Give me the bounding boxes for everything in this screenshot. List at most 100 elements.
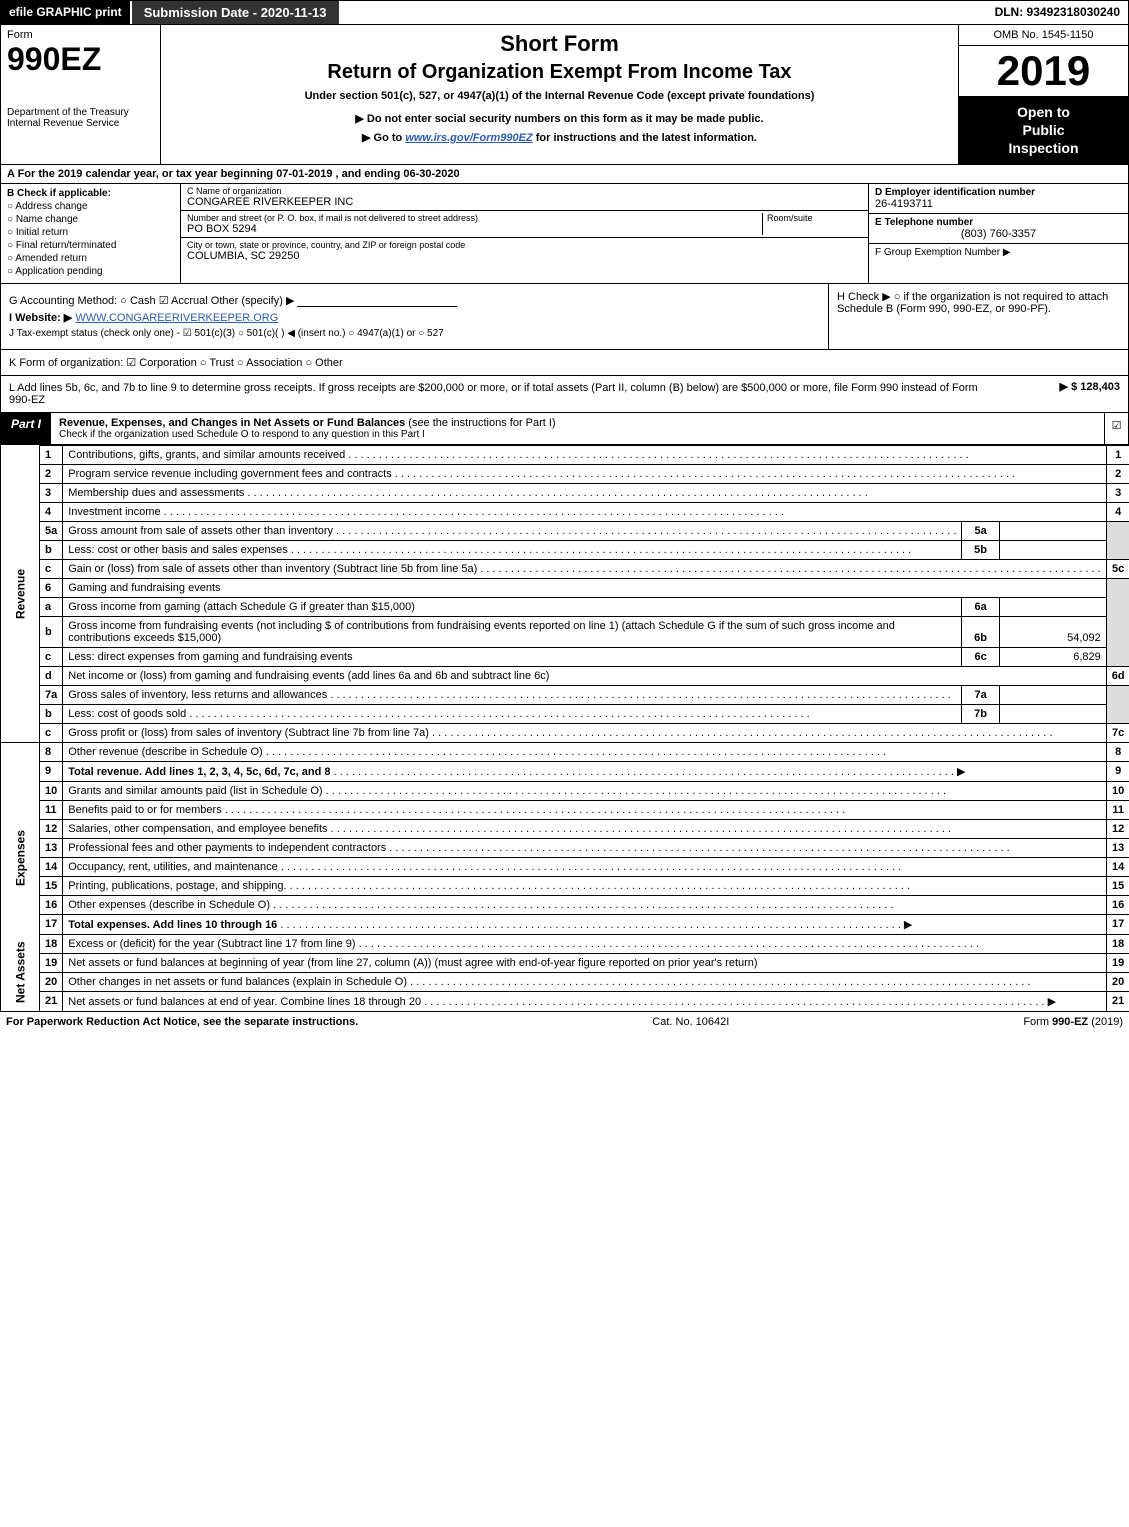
l7c-numcol: 7c [1106,723,1129,742]
l6b-subamt: 54,092 [999,616,1106,647]
l5c-desc: Gain or (loss) from sale of assets other… [68,563,477,575]
l6a-num: a [40,597,63,616]
chk-name-change[interactable]: Name change [7,214,174,225]
row-line5c: c Gain or (loss) from sale of assets oth… [1,559,1129,578]
row-line1: Revenue 1 Contributions, gifts, grants, … [1,445,1129,464]
return-title: Return of Organization Exempt From Incom… [171,61,948,84]
row-line17: 17 Total expenses. Add lines 10 through … [1,914,1129,934]
dept-treasury: Department of the Treasury [7,107,154,118]
l6b-desc: Gross income from fundraising events (no… [68,620,895,644]
l4-numcol: 4 [1106,502,1129,521]
chk-application-pending[interactable]: Application pending [7,266,174,277]
cell-phone: E Telephone number (803) 760-3357 [869,214,1128,244]
l7b-subamt [999,704,1106,723]
row-k: K Form of organization: ☑ Corporation ○ … [0,350,1129,376]
l7-shade-num [1106,685,1129,723]
part1-checkbox[interactable] [1104,413,1128,444]
l17-numcol: 17 [1106,914,1129,934]
l6c-num: c [40,647,63,666]
l21-numcol: 21 [1106,991,1129,1011]
l5a-desc: Gross amount from sale of assets other t… [68,525,333,537]
chk-initial-return[interactable]: Initial return [7,227,174,238]
row-line6: 6 Gaming and fundraising events [1,578,1129,597]
open-public-l2: Public [963,121,1124,139]
g-other-input[interactable] [297,295,457,307]
l5a-subamt [999,521,1106,540]
row-line19: 19 Net assets or fund balances at beginn… [1,953,1129,972]
l1-desc: Contributions, gifts, grants, and simila… [68,449,345,461]
l20-numcol: 20 [1106,972,1129,991]
l11-numcol: 11 [1106,800,1129,819]
l14-num: 14 [40,857,63,876]
footer-formref: Form 990-EZ (2019) [1023,1016,1123,1028]
l17-num: 17 [40,914,63,934]
l7c-desc: Gross profit or (loss) from sales of inv… [68,727,429,739]
check-icon [1112,420,1122,432]
l-amount: ▶ $ 128,403 [1000,380,1120,408]
l6a-desc: Gross income from gaming (attach Schedul… [68,601,415,613]
l16-desc: Other expenses (describe in Schedule O) [68,899,270,911]
box-h: H Check ▶ ○ if the organization is not r… [828,284,1128,349]
omb-number: OMB No. 1545-1150 [959,25,1128,46]
group-exemption-label: F Group Exemption Number ▶ [875,247,1122,258]
goto-row: ▶ Go to www.irs.gov/Form990EZ for instru… [171,131,948,144]
l15-desc: Printing, publications, postage, and shi… [68,880,286,892]
dept-irs: Internal Revenue Service [7,118,154,129]
part1-title: Revenue, Expenses, and Changes in Net As… [59,417,405,429]
netassets-side-label: Net Assets [1,934,40,1011]
efile-print-label[interactable]: efile GRAPHIC print [1,1,130,24]
chk-amended-return[interactable]: Amended return [7,253,174,264]
l6d-desc: Net income or (loss) from gaming and fun… [68,670,549,682]
topbar-spacer [339,1,987,24]
row-a-tax-year: A For the 2019 calendar year, or tax yea… [0,165,1129,184]
l19-num: 19 [40,953,63,972]
l5b-num: b [40,540,63,559]
city-label: City or town, state or province, country… [187,240,862,250]
l10-num: 10 [40,781,63,800]
l7b-num: b [40,704,63,723]
chk-final-return[interactable]: Final return/terminated [7,240,174,251]
l16-num: 16 [40,895,63,914]
header-left-cell: Form 990EZ Department of the Treasury In… [1,25,161,164]
chk-address-change[interactable]: Address change [7,201,174,212]
part1-header: Part I Revenue, Expenses, and Changes in… [0,413,1129,445]
row-line5b: b Less: cost or other basis and sales ex… [1,540,1129,559]
l20-num: 20 [40,972,63,991]
top-bar: efile GRAPHIC print Submission Date - 20… [0,0,1129,25]
box-b-title: B Check if applicable: [7,188,174,199]
l10-numcol: 10 [1106,781,1129,800]
l11-num: 11 [40,800,63,819]
footer-catno: Cat. No. 10642I [652,1016,729,1028]
l6-desc: Gaming and fundraising events [68,582,220,594]
l6-num: 6 [40,578,63,597]
ein-label: D Employer identification number [875,187,1122,198]
cell-address: Number and street (or P. O. box, if mail… [181,211,868,238]
k-form-of-org: K Form of organization: ☑ Corporation ○ … [9,356,1120,369]
form-number: 990EZ [7,43,154,75]
l18-numcol: 18 [1106,934,1129,953]
goto-prefix: ▶ Go to [362,132,405,144]
goto-link[interactable]: www.irs.gov/Form990EZ [405,132,532,144]
row-line6d: d Net income or (loss) from gaming and f… [1,666,1129,685]
l9-numcol: 9 [1106,761,1129,781]
l7a-desc: Gross sales of inventory, less returns a… [68,689,327,701]
l6c-subamt: 6,829 [999,647,1106,666]
phone-value: (803) 760-3357 [875,228,1122,240]
row-line10: Expenses 10 Grants and similar amounts p… [1,781,1129,800]
l2-num: 2 [40,464,63,483]
phone-label: E Telephone number [875,217,1122,228]
line-g-accounting: G Accounting Method: ○ Cash ☑ Accrual Ot… [9,294,820,307]
form-header: Form 990EZ Department of the Treasury In… [0,25,1129,165]
footer-paperwork: For Paperwork Reduction Act Notice, see … [6,1016,358,1028]
l5b-desc: Less: cost or other basis and sales expe… [68,544,288,556]
k-text: K Form of organization: ☑ Corporation ○ … [9,357,343,369]
l1-num: 1 [40,445,63,464]
website-link[interactable]: WWW.CONGAREERIVERKEEPER.ORG [75,312,278,324]
l21-num: 21 [40,991,63,1011]
l11-desc: Benefits paid to or for members [68,804,221,816]
part1-desc: Revenue, Expenses, and Changes in Net As… [51,413,1104,444]
row-line12: 12 Salaries, other compensation, and emp… [1,819,1129,838]
row-line7c: c Gross profit or (loss) from sales of i… [1,723,1129,742]
l9-desc: Total revenue. Add lines 1, 2, 3, 4, 5c,… [68,766,330,778]
row-line15: 15 Printing, publications, postage, and … [1,876,1129,895]
